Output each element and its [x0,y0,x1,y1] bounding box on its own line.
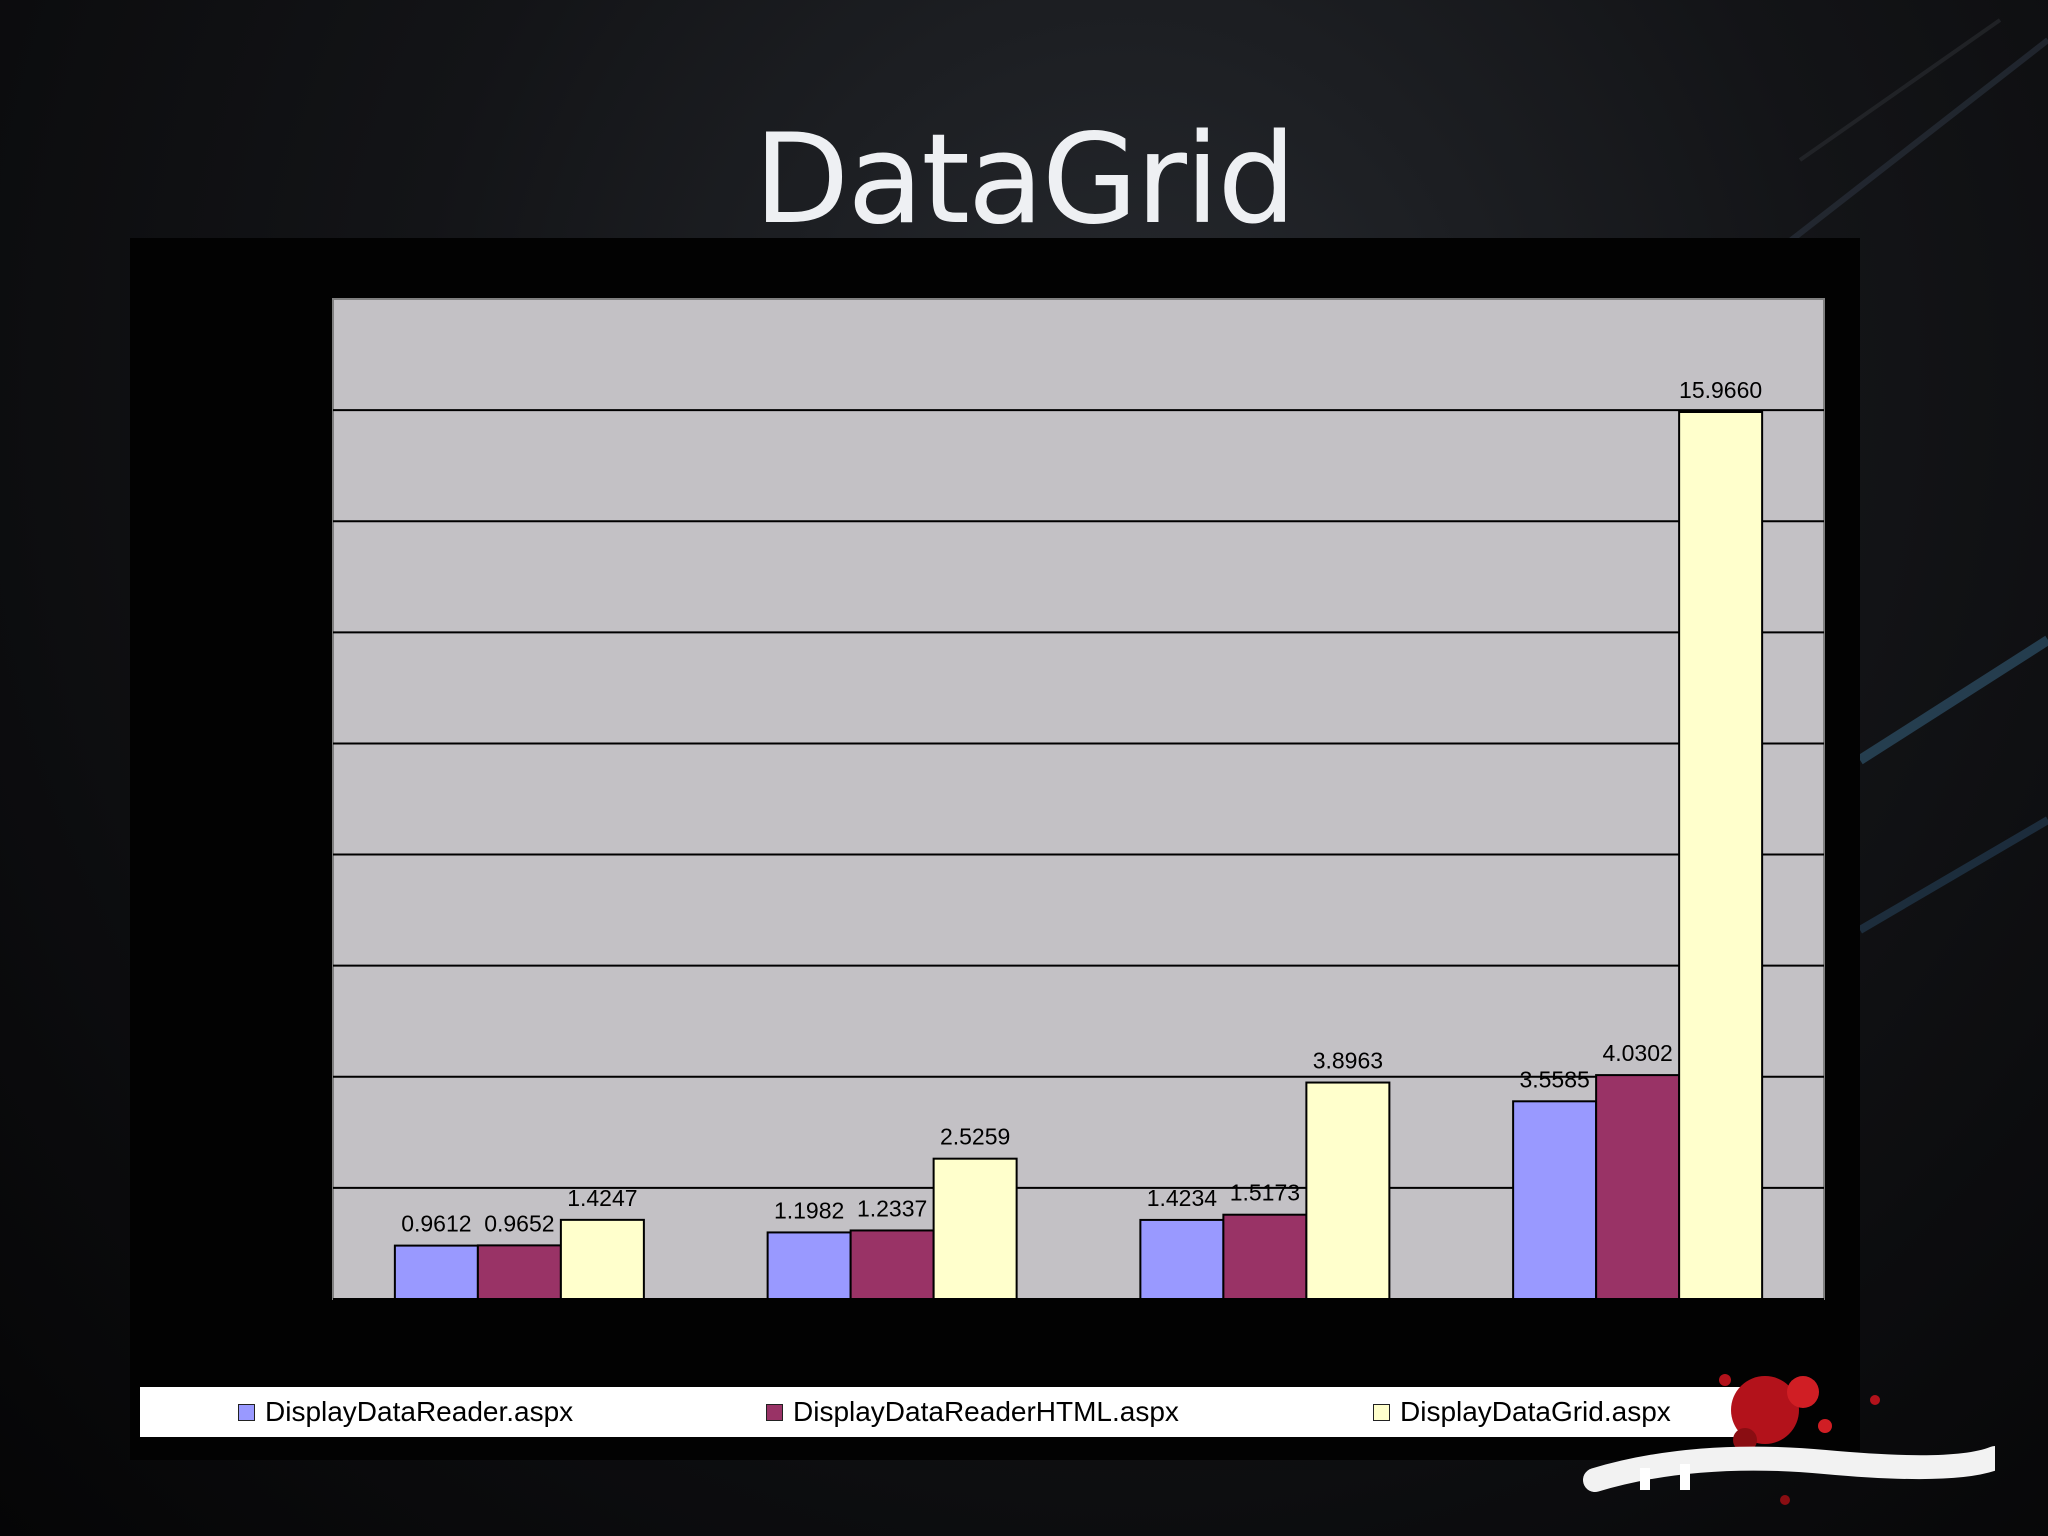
data-label: 0.9612 [401,1211,471,1237]
slide-title: DataGrid [753,108,1296,252]
data-label: 1.1982 [774,1197,844,1223]
data-label: 1.2337 [857,1195,927,1221]
bar [1678,411,1764,1300]
bar [932,1157,1018,1301]
legend: DisplayDataReader.aspx DisplayDataReader… [140,1387,1756,1437]
bar [1595,1074,1681,1300]
legend-swatch-datareaderhtml [766,1403,783,1421]
legend-item-datagrid: DisplayDataGrid.aspx [1373,1387,1671,1437]
bar [1222,1213,1308,1301]
data-label: 1.5173 [1230,1180,1300,1206]
chart-panel: 0.9612 1.1982 1.4234 3.5585 0.9652 1.2337 1.51… [130,238,1860,1460]
bar [1305,1081,1391,1300]
data-label: 0.9652 [484,1210,554,1236]
legend-swatch-datagrid [1373,1403,1390,1421]
bar [766,1231,852,1301]
legend-label-datareader: DisplayDataReader.aspx [265,1396,574,1427]
data-label: 3.5585 [1519,1066,1589,1092]
bar [1139,1218,1225,1301]
legend-item-datareader: DisplayDataReader.aspx [238,1387,573,1437]
data-label: 1.4247 [567,1185,637,1211]
bar [476,1244,562,1301]
data-label: 1.4234 [1147,1185,1218,1211]
bar [849,1229,935,1301]
data-label: 3.8963 [1313,1048,1383,1074]
bar [559,1218,645,1300]
legend-label-datareaderhtml: DisplayDataReaderHTML.aspx [793,1396,1179,1427]
bar-chart: 0.9612 1.1982 1.4234 3.5585 0.9652 1.2337 1.51… [332,298,1825,1301]
brand-logo [1583,1374,1995,1505]
bar [393,1244,479,1300]
bar [1512,1100,1598,1300]
legend-swatch-datareader [238,1403,255,1421]
data-label: 4.0302 [1602,1040,1672,1066]
data-label: 15.9660 [1679,377,1762,403]
data-label: 2.5259 [940,1124,1010,1150]
legend-label-datagrid: DisplayDataGrid.aspx [1400,1396,1671,1427]
legend-item-datareaderhtml: DisplayDataReaderHTML.aspx [766,1387,1179,1437]
